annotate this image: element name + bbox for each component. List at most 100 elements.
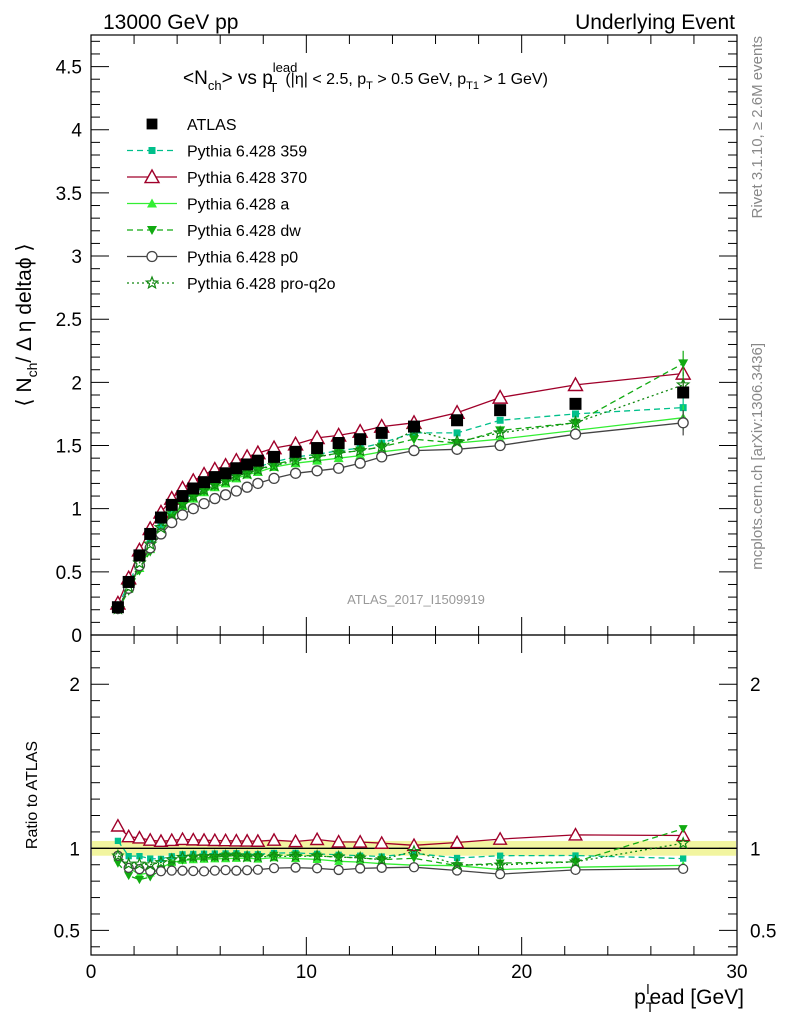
ratio-point: [200, 850, 208, 857]
ratio-point: [121, 828, 137, 843]
data-point: [230, 462, 243, 475]
series-point: [146, 536, 154, 544]
legend-label: Pythia 6.428 359: [187, 144, 307, 161]
rivet-version-label: Rivet 3.1.10, ≥ 2.6M events: [749, 36, 766, 219]
series-point: [266, 458, 282, 472]
y-tick-label: 4: [71, 121, 82, 142]
data-point: [332, 437, 345, 449]
legend-marker: [148, 147, 156, 154]
ratio-y-tick-label-left: 1: [69, 839, 80, 860]
data-point: [144, 527, 157, 540]
ratio-point: [496, 852, 504, 859]
series-point: [164, 506, 180, 520]
series-point: [142, 536, 158, 551]
ratio-point: [352, 834, 368, 848]
legend-marker: [147, 226, 157, 235]
series-point: [409, 435, 419, 445]
ratio-point: [124, 872, 134, 881]
ratio-point: [267, 849, 281, 863]
ratio-point: [111, 848, 125, 862]
legend-marker: [143, 168, 161, 184]
data-point: [289, 445, 302, 458]
series-point: [250, 461, 266, 476]
series-point: [492, 425, 508, 440]
series-point: [153, 519, 169, 534]
series-point: [568, 415, 583, 429]
ratio-point: [231, 865, 242, 876]
legend-label: Pythia 6.428 p0: [187, 250, 298, 267]
series-point: [198, 497, 210, 510]
data-point: [154, 511, 167, 524]
ratio-point: [208, 849, 222, 862]
series-point: [567, 376, 584, 392]
ratio-point: [309, 831, 325, 846]
ratio-point: [168, 853, 175, 860]
ratio-point: [355, 863, 366, 874]
header-right: Underlying Event: [575, 11, 735, 34]
series-point: [491, 389, 509, 404]
ratio-point: [165, 852, 179, 866]
series-point: [311, 465, 323, 477]
ratio-point: [288, 849, 303, 862]
ratio-point: [678, 825, 688, 834]
data-point: [198, 476, 211, 489]
ratio-point: [175, 850, 190, 863]
series-point: [241, 481, 253, 493]
ratio-point: [198, 866, 210, 877]
ratio-point: [568, 827, 583, 841]
data-point: [408, 420, 420, 433]
ratio-point: [288, 833, 304, 848]
series-point: [209, 492, 221, 505]
series-point: [309, 449, 325, 464]
y-tick-label: 3.5: [56, 184, 82, 205]
ratio-point: [190, 850, 197, 858]
ratio-point: [131, 830, 147, 844]
y-tick-label: 0.5: [56, 563, 82, 584]
series-point: [408, 444, 420, 457]
x-label-l: l: [646, 981, 649, 997]
series-point: [376, 451, 388, 463]
series-point: [374, 439, 389, 453]
ratio-plot-frame: [90, 634, 738, 956]
mcplots-label: mcplots.cern.ch [arXiv:1306.3436]: [749, 343, 766, 570]
series-point: [288, 453, 303, 467]
ratio-point: [114, 837, 122, 845]
ratio-point: [211, 850, 218, 857]
series-point: [678, 359, 689, 369]
y-label-sub: ch: [24, 363, 40, 378]
title-cuts-2: > 0.5 GeV, p: [373, 71, 466, 88]
title-lead-sup: lead: [273, 60, 298, 75]
ratio-point: [241, 865, 253, 876]
series-line: [117, 417, 684, 609]
series-point: [331, 445, 346, 460]
ratio-point: [177, 865, 188, 876]
legend-label: Pythia 6.428 pro-q2o: [187, 276, 336, 293]
ratio-point: [209, 865, 220, 876]
ratio-point: [251, 849, 265, 863]
ratio-point: [374, 835, 390, 849]
analysis-watermark: ATLAS_2017_I1509919: [347, 592, 485, 607]
ratio-point: [678, 863, 689, 874]
ratio-point: [166, 865, 177, 876]
ratio-point: [353, 850, 367, 864]
ratio-point: [250, 833, 266, 847]
legend-entry: Pythia 6.428 a: [127, 197, 289, 214]
series-point: [219, 489, 232, 501]
x-tick-label: 20: [511, 962, 532, 983]
y-label-post: / Δ η deltaϕ ⟩: [13, 243, 36, 362]
ratio-point: [407, 844, 421, 858]
legend-marker: [147, 198, 157, 208]
ratio-point: [409, 854, 419, 863]
title-main: <N: [183, 68, 208, 89]
ratio-point: [408, 862, 420, 873]
series-point: [495, 426, 506, 436]
y-tick-label: 2.5: [56, 310, 82, 331]
y-tick-label: 2: [71, 373, 82, 394]
ratio-point: [676, 836, 690, 849]
x-label-p: p: [634, 986, 646, 1009]
ratio-point: [185, 832, 201, 846]
ratio-point: [179, 851, 186, 858]
y-label-pre: ⟨ N: [13, 377, 36, 406]
series-point: [352, 442, 368, 457]
